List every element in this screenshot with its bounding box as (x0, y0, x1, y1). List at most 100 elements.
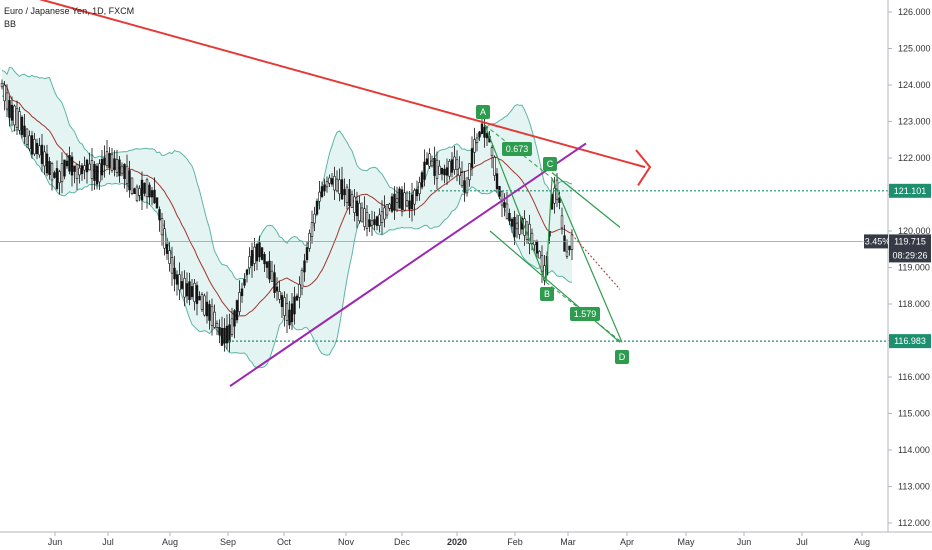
candle-body (285, 303, 289, 321)
candle-body (100, 158, 104, 176)
pattern-point-d[interactable]: D (615, 350, 629, 364)
candle (510, 217, 514, 233)
candle-body (38, 145, 41, 156)
candle-body (165, 243, 169, 254)
candle-body (170, 257, 174, 274)
candle-body (25, 128, 29, 145)
candle (370, 210, 374, 236)
candle-body (228, 324, 231, 343)
candle-body (70, 156, 74, 176)
candle-body (433, 157, 436, 176)
candle-body (405, 200, 409, 207)
candle-body (323, 184, 326, 192)
candle (320, 181, 324, 199)
candle (563, 224, 566, 252)
candle-body (105, 151, 109, 167)
candle (313, 206, 316, 232)
candle-body (150, 190, 154, 198)
candle (108, 147, 111, 175)
candle-body (185, 283, 189, 297)
candle (150, 187, 154, 206)
candle-body (565, 251, 569, 257)
candle-body (388, 203, 391, 209)
candle (40, 134, 44, 172)
pattern-point-c[interactable]: C (543, 157, 557, 171)
candle (93, 161, 96, 190)
bd-extension-line (545, 281, 623, 343)
candle (423, 149, 426, 187)
candle (503, 193, 506, 217)
candle-body (40, 144, 44, 164)
candle (195, 281, 199, 316)
candle (560, 207, 564, 235)
candle (443, 164, 446, 184)
candle-body (178, 274, 181, 291)
price-tick-label: 119.000 (898, 263, 930, 273)
candle (473, 127, 476, 164)
candle (408, 191, 411, 218)
candle-body (380, 211, 384, 223)
candle-body (390, 196, 394, 212)
candle-body (378, 214, 381, 226)
pattern-point-a[interactable]: A (476, 105, 490, 119)
candle (188, 272, 191, 306)
candle-body (198, 296, 201, 301)
candle-body (235, 300, 239, 321)
candle-body (430, 160, 434, 167)
candle-body (530, 232, 534, 244)
candle (13, 104, 16, 132)
candle-body (428, 153, 431, 167)
candle (270, 260, 274, 282)
candle (570, 229, 574, 261)
candle (513, 210, 516, 245)
time-tick-label: Aug (854, 537, 870, 547)
candle-body (168, 250, 171, 264)
candle (63, 159, 66, 180)
candle-body (143, 182, 146, 194)
candle (250, 242, 254, 278)
candle-body (133, 188, 136, 194)
candle (173, 255, 176, 292)
candle (440, 167, 444, 181)
candle-body (175, 274, 179, 285)
candle-body (30, 135, 34, 155)
candle-body (233, 310, 236, 327)
candle-body (173, 267, 176, 280)
ratio-label: 1.579 (570, 307, 600, 321)
candle (288, 300, 291, 330)
candle (140, 171, 144, 211)
candle (345, 184, 349, 210)
candle-body (225, 325, 229, 344)
candle-body (60, 163, 64, 182)
candle-body (108, 153, 111, 168)
candle-body (458, 167, 461, 176)
candle-body (310, 222, 314, 237)
candle-body (210, 305, 214, 326)
candle (363, 196, 366, 231)
candle-body (125, 165, 129, 184)
candle (8, 95, 11, 127)
candle-body (403, 192, 406, 211)
candle (23, 114, 26, 144)
pattern-point-b[interactable]: B (540, 287, 554, 301)
drawings: A B C D 0.673 1.579 (0, 0, 888, 387)
candle-body (33, 139, 36, 155)
time-tick-label: Sep (220, 537, 236, 547)
change-box (864, 234, 888, 249)
candle-body (293, 296, 296, 315)
candle-body (65, 160, 69, 167)
candle-body (58, 171, 61, 184)
candle-body (410, 194, 414, 210)
candle-body (385, 204, 389, 216)
candle-body (453, 156, 456, 170)
time-tick-label: Jun (737, 537, 752, 547)
pattern-point-box (615, 350, 629, 364)
time-axis: Jun Jul Aug Sep Oct Nov Dec 2020 Feb Mar Apr May Jun… (0, 531, 932, 547)
candle-body (518, 215, 521, 235)
channel-lower-line (489, 230, 621, 343)
candle-body (358, 202, 361, 222)
candle (3, 80, 6, 111)
candle-body (115, 159, 119, 173)
